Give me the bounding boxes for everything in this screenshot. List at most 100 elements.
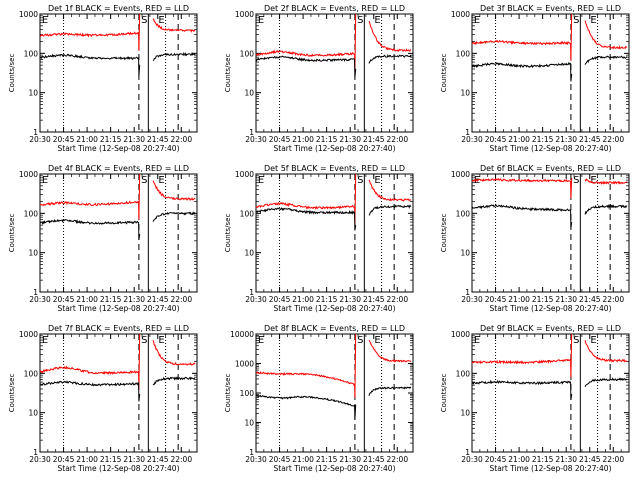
- lld-series-line: [471, 177, 573, 199]
- y-tick-label: 10000: [230, 330, 254, 339]
- x-tick-label: 21:15: [316, 295, 338, 304]
- plot-frame: [471, 173, 630, 293]
- x-tick-label: 21:30: [339, 295, 361, 304]
- y-tick-label: 1: [33, 288, 38, 297]
- y-tick-label: 1: [465, 448, 470, 457]
- lld-series-line: [255, 333, 357, 399]
- x-tick-label: 20:45: [53, 135, 75, 144]
- time-marker-label: S: [573, 335, 579, 346]
- y-tick-label: 1: [249, 448, 254, 457]
- time-marker-label: E: [158, 335, 164, 346]
- y-axis-label: Counts/sec: [8, 54, 16, 93]
- plot-frame: [471, 13, 630, 133]
- time-marker-label: E: [474, 335, 480, 346]
- y-tick-label: 1000: [19, 330, 38, 339]
- y-tick-label: 1000: [451, 330, 470, 339]
- y-axis-label: Counts/sec: [440, 374, 448, 413]
- x-tick-label: 21:15: [532, 295, 554, 304]
- y-axis-label: Counts/sec: [224, 214, 232, 253]
- x-tick-label: 21:00: [508, 135, 530, 144]
- y-tick-label: 10: [244, 89, 254, 98]
- detector-panel: Det 1f BLACK = Events, RED = LLD 1 10 100 10…: [8, 4, 198, 153]
- y-tick-label: 1: [249, 128, 254, 137]
- y-tick-label: 1000: [19, 170, 38, 179]
- x-tick-label: 21:00: [292, 455, 314, 464]
- events-series-line: [152, 211, 196, 222]
- plot-frame: [39, 333, 198, 453]
- y-axis-label: Counts/sec: [440, 214, 448, 253]
- x-tick-label: 21:00: [292, 295, 314, 304]
- x-tick-label: 21:00: [76, 295, 98, 304]
- detector-panel: Det 4f BLACK = Events, RED = LLD 1 10 100 10…: [8, 164, 198, 313]
- lld-series-line: [152, 18, 196, 33]
- events-series-line: [152, 51, 196, 62]
- x-tick-label: 21:00: [76, 135, 98, 144]
- x-axis-label: Start Time (12-Sep-08 20:27:40): [58, 304, 180, 313]
- x-tick-label: 21:15: [100, 295, 122, 304]
- time-marker-label: S: [141, 335, 147, 346]
- events-series-line: [152, 376, 196, 386]
- x-tick-label: 21:15: [316, 135, 338, 144]
- lld-series-line: [368, 339, 412, 363]
- lld-series-line: [152, 340, 196, 366]
- time-marker-label: E: [258, 175, 264, 186]
- x-tick-label: 21:15: [100, 455, 122, 464]
- events-series-line: [39, 380, 141, 402]
- events-series-line: [471, 203, 573, 229]
- events-series-line: [584, 204, 628, 215]
- events-series-line: [39, 218, 141, 241]
- plot-frame: [39, 13, 198, 133]
- x-tick-label: 21:00: [508, 455, 530, 464]
- time-marker-label: S: [141, 175, 147, 186]
- time-marker-label: E: [158, 175, 164, 186]
- x-tick-label: 20:30: [461, 455, 483, 464]
- x-tick-label: 21:00: [508, 295, 530, 304]
- events-series-line: [39, 53, 141, 77]
- plot-frame: [255, 173, 414, 293]
- y-tick-label: 100: [24, 49, 39, 58]
- panel-title: Det 6f BLACK = Events, RED = LLD: [480, 164, 621, 173]
- events-series-line: [584, 377, 628, 388]
- time-marker-label: E: [42, 15, 48, 26]
- y-tick-label: 10: [460, 89, 470, 98]
- x-tick-label: 21:45: [579, 295, 601, 304]
- y-tick-label: 10: [28, 249, 38, 258]
- x-tick-label: 20:30: [245, 455, 267, 464]
- x-tick-label: 21:45: [363, 295, 385, 304]
- plot-frame: [255, 13, 414, 133]
- events-series-line: [255, 55, 357, 78]
- y-tick-label: 1000: [235, 360, 254, 369]
- y-tick-label: 1: [33, 128, 38, 137]
- y-tick-label: 1: [33, 448, 38, 457]
- time-marker-label: S: [141, 15, 147, 26]
- y-tick-label: 100: [24, 209, 39, 218]
- x-tick-label: 21:15: [100, 135, 122, 144]
- x-tick-label: 21:45: [147, 455, 169, 464]
- lld-series-line: [584, 20, 628, 50]
- y-tick-label: 1000: [235, 10, 254, 19]
- x-tick-label: 20:30: [29, 135, 51, 144]
- x-tick-label: 21:45: [579, 135, 601, 144]
- lld-series-line: [39, 173, 141, 220]
- x-tick-label: 22:00: [386, 295, 408, 304]
- time-marker-label: E: [42, 175, 48, 186]
- y-tick-label: 10: [244, 419, 254, 428]
- x-tick-label: 22:00: [386, 135, 408, 144]
- events-series-line: [368, 54, 412, 64]
- x-axis-label: Start Time (12-Sep-08 20:27:40): [58, 464, 180, 473]
- x-tick-label: 21:45: [363, 455, 385, 464]
- y-tick-label: 1000: [451, 170, 470, 179]
- time-marker-label: E: [374, 335, 380, 346]
- x-tick-label: 21:15: [316, 455, 338, 464]
- x-tick-label: 20:30: [29, 455, 51, 464]
- x-tick-label: 22:00: [170, 135, 192, 144]
- y-tick-label: 100: [456, 369, 471, 378]
- x-axis-label: Start Time (12-Sep-08 20:27:40): [490, 464, 612, 473]
- y-axis-label: Counts/sec: [224, 374, 232, 413]
- x-tick-label: 21:45: [147, 135, 169, 144]
- x-tick-label: 21:15: [532, 455, 554, 464]
- panel-title: Det 3f BLACK = Events, RED = LLD: [480, 4, 621, 13]
- lld-series-line: [255, 173, 357, 225]
- x-tick-label: 20:45: [53, 455, 75, 464]
